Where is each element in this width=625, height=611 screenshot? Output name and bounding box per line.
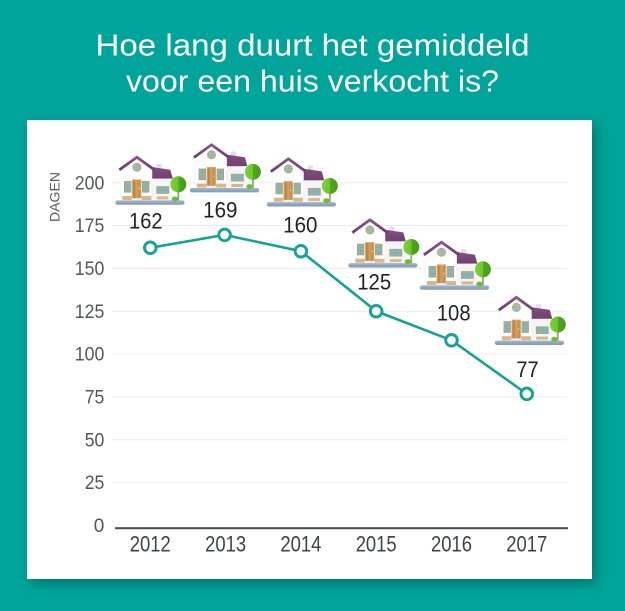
- svg-text:50: 50: [85, 430, 105, 451]
- svg-text:175: 175: [75, 216, 105, 237]
- svg-text:108: 108: [437, 300, 471, 325]
- svg-text:77: 77: [516, 357, 538, 382]
- svg-text:75: 75: [85, 388, 105, 409]
- svg-text:169: 169: [203, 197, 237, 222]
- svg-text:160: 160: [283, 213, 317, 238]
- svg-text:200: 200: [75, 173, 105, 194]
- svg-text:0: 0: [94, 516, 105, 537]
- svg-text:25: 25: [85, 473, 105, 494]
- svg-text:2015: 2015: [356, 531, 397, 556]
- svg-text:125: 125: [357, 269, 391, 294]
- svg-text:100: 100: [75, 345, 105, 366]
- svg-text:162: 162: [129, 209, 163, 234]
- svg-text:2017: 2017: [506, 531, 547, 556]
- svg-text:Hoe lang duurt het gemiddeld: Hoe lang duurt het gemiddeld: [96, 27, 530, 62]
- svg-text:2014: 2014: [280, 531, 321, 556]
- svg-text:150: 150: [75, 259, 105, 280]
- svg-text:voor een huis verkocht is?: voor een huis verkocht is?: [126, 64, 499, 99]
- svg-text:2012: 2012: [130, 531, 171, 556]
- svg-text:125: 125: [75, 302, 105, 323]
- svg-text:2016: 2016: [431, 531, 472, 556]
- svg-text:DAGEN: DAGEN: [47, 172, 63, 222]
- svg-text:2013: 2013: [205, 531, 246, 556]
